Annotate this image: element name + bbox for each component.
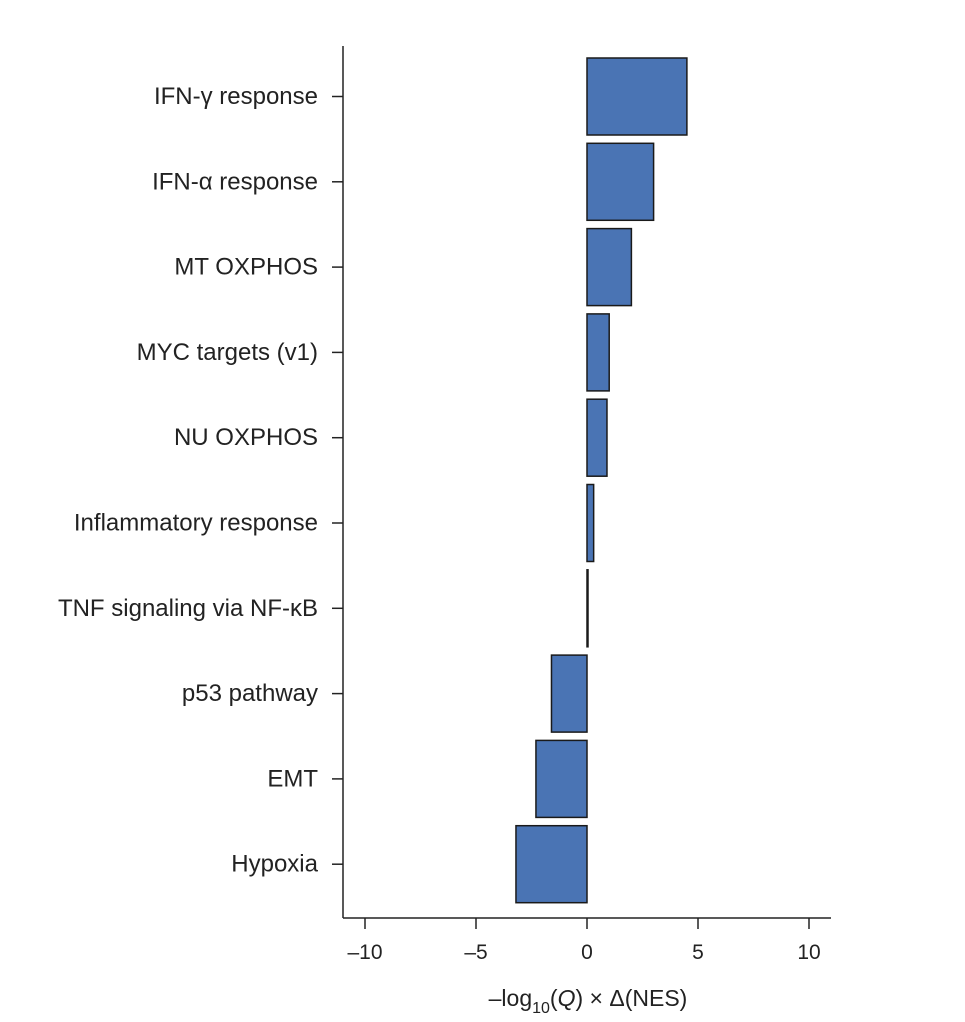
bar-inflammatory-response [586,483,595,563]
x-tick-label: –10 [347,941,382,964]
bar-nu-oxphos [586,398,608,477]
y-tick-label: MT OXPHOS [174,254,318,281]
y-tick-label: p53 pathway [182,680,318,707]
x-axis-label-suffix: ) × Δ(NES) [575,985,687,1011]
y-tick-label: Hypoxia [231,851,318,878]
x-tick-label: 5 [692,941,704,964]
y-tick-label: NU OXPHOS [174,424,318,451]
y-tick-label: MYC targets (v1) [137,339,318,366]
x-axis-label-prefix: –log [489,985,532,1011]
x-axis-label-subscript: 10 [532,1000,550,1017]
y-tick-label: IFN-α response [152,168,318,195]
bar-emt [535,739,588,819]
bar-ifn-response [586,57,688,136]
y-tick-label: IFN-γ response [154,83,318,110]
x-axis-label-q: Q [558,985,576,1011]
y-tick-label: EMT [267,765,318,792]
x-tick-label: 0 [581,941,593,964]
x-tick-label: 10 [797,941,820,964]
x-axis-label-paren: ( [550,985,558,1011]
bar-tnf-signaling-via-nf-b [586,569,589,648]
bars-group [515,57,688,904]
bar-p53-pathway [550,654,588,733]
x-tick-label: –5 [464,941,487,964]
bar-myc-targets-v1 [586,313,610,392]
x-axis-label: –log10(Q) × Δ(NES) [489,985,688,1017]
x-ticks-group: –10 –5 0 5 10 [347,918,821,964]
y-tick-label: TNF signaling via NF-κB [58,595,318,622]
bar-hypoxia [515,824,588,904]
bar-ifn-response [586,142,655,222]
bar-mt-oxphos [586,227,633,307]
y-ticks-group: IFN-γ response IFN-α response MT OXPHOS MYC… [58,83,343,878]
y-tick-label: Inflammatory response [74,510,318,537]
